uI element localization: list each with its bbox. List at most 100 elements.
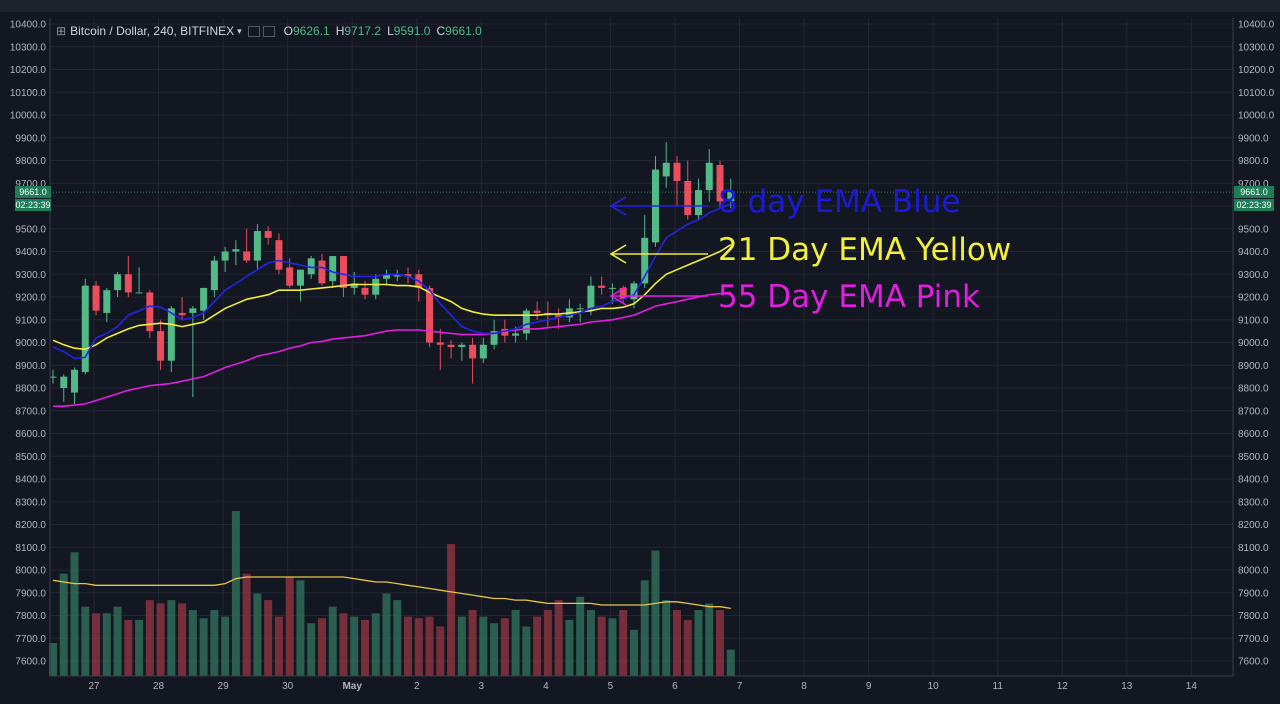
volume-bar <box>640 580 649 676</box>
price-badge-left: 9661.0 <box>15 186 51 198</box>
y-tick-label-left: 9900.0 <box>15 133 46 144</box>
candle-body <box>178 312 186 316</box>
y-tick-label-right: 8700.0 <box>1238 406 1269 417</box>
y-tick-label-left: 9100.0 <box>15 315 46 326</box>
symbol-legend[interactable]: ⊞ Bitcoin / Dollar, 240, BITFINEX ▾ O 962… <box>56 22 482 40</box>
y-tick-label-right: 8200.0 <box>1238 520 1269 531</box>
candle-body <box>71 369 79 393</box>
candle-body <box>221 251 229 261</box>
volume-bar <box>92 613 101 676</box>
candle-body <box>350 283 358 288</box>
y-tick-label-left: 7700.0 <box>15 634 46 645</box>
candle-body <box>490 331 498 345</box>
annotation-ema55: 55 Day EMA Pink <box>718 279 980 315</box>
low-label: L <box>387 24 394 38</box>
candle-body <box>210 260 218 291</box>
ema55-line <box>53 291 731 407</box>
candle-body <box>232 249 240 252</box>
symbol-label[interactable]: Bitcoin / Dollar, 240, BITFINEX <box>70 24 235 38</box>
y-tick-label-right: 8000.0 <box>1238 566 1269 577</box>
y-tick-label-right: 9000.0 <box>1238 338 1269 349</box>
y-tick-label-left: 8700.0 <box>15 406 46 417</box>
volume-bar <box>296 580 305 676</box>
candle-body <box>361 287 369 295</box>
x-tick-label: 30 <box>282 681 294 692</box>
candle-body <box>555 315 563 318</box>
y-tick-label-right: 8500.0 <box>1238 452 1269 463</box>
volume-bar <box>285 577 294 676</box>
volume-bar <box>81 606 90 676</box>
y-tick-label-right: 9500.0 <box>1238 224 1269 235</box>
candle-body <box>124 274 132 293</box>
grid-lines <box>50 18 1233 676</box>
settings-box-icon[interactable] <box>247 25 260 37</box>
volume-bar <box>242 573 251 676</box>
volume-bar <box>619 610 628 676</box>
candlestick-chart[interactable]: 10400.0 10400.0 10300.0 10300.0 10200.0 10200… <box>0 12 1280 699</box>
candle-body <box>103 290 111 313</box>
y-tick-label-right: 9300.0 <box>1238 270 1269 281</box>
candle-body <box>458 344 466 348</box>
y-tick-label-right: 10000.0 <box>1238 111 1275 122</box>
symbol-plus-icon[interactable]: ⊞ <box>56 24 67 38</box>
candle-body <box>512 333 520 336</box>
y-tick-label-right: 9900.0 <box>1238 133 1269 144</box>
volume-bar <box>135 619 144 676</box>
y-tick-label-right: 8400.0 <box>1238 475 1269 486</box>
y-tick-label-left: 8600.0 <box>15 429 46 440</box>
volume-ma-line <box>52 576 731 610</box>
candle-body <box>318 260 326 284</box>
close-box-icon[interactable] <box>262 25 275 37</box>
y-tick-label-left: 10100.0 <box>10 88 47 99</box>
volume-bar <box>350 616 359 676</box>
y-tick-label-left: 8000.0 <box>15 566 46 577</box>
volume-bar <box>414 618 423 676</box>
high-value: 9717.2 <box>344 24 382 38</box>
candle-body <box>383 274 391 279</box>
candle-body <box>469 344 477 359</box>
candle-body <box>81 285 89 373</box>
y-tick-label-right: 9200.0 <box>1238 293 1269 304</box>
y-tick-label-left: 9500.0 <box>15 224 46 235</box>
y-tick-label-right: 10300.0 <box>1238 42 1275 53</box>
volume-bar <box>543 610 552 676</box>
volume-bar <box>307 623 316 676</box>
volume-bar <box>425 616 434 676</box>
volume-bar <box>124 619 133 676</box>
arrow-ema21-head <box>609 244 627 264</box>
volume-bar <box>597 616 606 676</box>
candle-body <box>522 310 530 334</box>
y-tick-label-left: 8200.0 <box>15 520 46 531</box>
arrow-ema8-head <box>609 196 627 216</box>
volume-bar <box>694 610 703 676</box>
chart-frame[interactable]: 10400.0 10400.0 10300.0 10300.0 10200.0 10200… <box>0 12 1280 699</box>
volume-bar <box>565 619 574 676</box>
y-tick-label-right: 10100.0 <box>1238 88 1275 99</box>
x-tick-label: 27 <box>88 681 100 692</box>
y-tick-label-left: 9400.0 <box>15 247 46 258</box>
volume-bar <box>554 600 563 676</box>
x-tick-label: 28 <box>153 681 165 692</box>
candle-body <box>576 308 584 310</box>
x-tick-label: 4 <box>543 681 549 692</box>
volume-bar <box>716 610 725 676</box>
volume-bar <box>339 613 348 676</box>
chevron-down-icon[interactable]: ▾ <box>237 25 242 36</box>
candle-body <box>479 344 487 359</box>
y-tick-label-right: 8600.0 <box>1238 429 1269 440</box>
timer-badge-left: 02:23:39 <box>15 199 51 211</box>
x-tick-label: 2 <box>414 681 420 692</box>
volume-bar <box>672 610 681 676</box>
volume-bar <box>221 616 230 676</box>
y-tick-label-left: 8100.0 <box>15 543 46 554</box>
top-toolbar-strip <box>0 0 1280 12</box>
y-tick-label-left: 9200.0 <box>15 293 46 304</box>
candle-body <box>598 285 606 288</box>
volume-bar <box>511 610 520 676</box>
timer-badge-right: 02:23:39 <box>1234 199 1274 211</box>
volume-bar <box>490 623 499 676</box>
candle-body <box>619 287 627 300</box>
volume-bar <box>59 573 68 676</box>
candle-body <box>296 269 304 286</box>
x-tick-label: 11 <box>993 681 1004 692</box>
